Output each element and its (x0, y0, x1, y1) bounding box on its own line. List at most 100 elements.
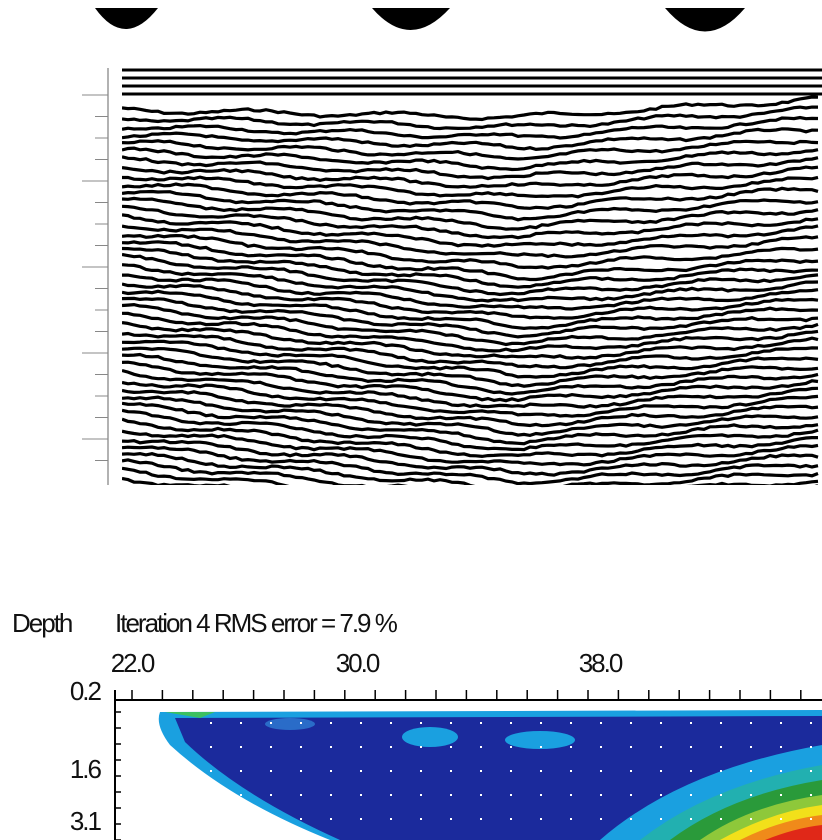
point (450, 770, 452, 772)
reflector (122, 146, 819, 172)
point (780, 770, 782, 772)
header-icons (95, 8, 745, 32)
radargram-traces (122, 68, 822, 533)
point (630, 794, 632, 796)
point (660, 818, 662, 820)
reflector (122, 438, 819, 477)
point (780, 722, 782, 724)
reflector (122, 458, 819, 485)
point (510, 770, 512, 772)
point (210, 770, 212, 772)
point (300, 818, 302, 820)
zone (165, 712, 215, 718)
point (570, 794, 572, 796)
point (360, 794, 362, 796)
point (480, 794, 482, 796)
point (510, 746, 512, 748)
point (450, 746, 452, 748)
point (360, 770, 362, 772)
reflector (122, 352, 819, 396)
point (540, 794, 542, 796)
reflector (122, 273, 819, 311)
point (810, 722, 812, 724)
point (660, 722, 662, 724)
reflector (122, 175, 819, 199)
zone (402, 727, 458, 747)
point (750, 770, 752, 772)
point (300, 746, 302, 748)
point (810, 794, 812, 796)
point (690, 794, 692, 796)
depth-tick-label: 1.6 (70, 754, 102, 784)
radargram (82, 65, 822, 533)
point (720, 794, 722, 796)
point (630, 818, 632, 820)
point (330, 746, 332, 748)
reflector (122, 105, 818, 131)
point (810, 818, 812, 820)
reflector (122, 127, 819, 152)
depth-tick-label: 0.2 (70, 676, 102, 706)
reflector (122, 189, 819, 222)
reflector (122, 339, 819, 379)
point (690, 770, 692, 772)
point (780, 746, 782, 748)
point (630, 770, 632, 772)
point (360, 722, 362, 724)
point (480, 722, 482, 724)
point (600, 722, 602, 724)
point (690, 722, 692, 724)
reflector (122, 196, 819, 231)
point (270, 746, 272, 748)
reflector (122, 182, 819, 210)
point (660, 770, 662, 772)
reflector (122, 155, 819, 181)
point (420, 746, 422, 748)
point (600, 818, 602, 820)
zone (505, 731, 575, 749)
icon (372, 8, 450, 30)
icon (95, 8, 158, 29)
point (300, 794, 302, 796)
reflector (122, 263, 819, 303)
point (210, 818, 212, 820)
reflector (122, 282, 819, 320)
point (420, 794, 422, 796)
reflector (122, 360, 819, 403)
point (570, 722, 572, 724)
reflector (122, 95, 819, 122)
point (480, 770, 482, 772)
reflector (122, 321, 819, 360)
point (210, 794, 212, 796)
reflector (122, 233, 819, 270)
reflector (122, 240, 819, 282)
point (270, 794, 272, 796)
point (750, 794, 752, 796)
reflector (122, 331, 819, 370)
point (570, 746, 572, 748)
point (450, 818, 452, 820)
point (720, 818, 722, 820)
reflector (122, 429, 819, 467)
reflector (122, 497, 818, 533)
x-label: 22.0 (111, 648, 155, 678)
point (690, 746, 692, 748)
section-title: Iteration 4 RMS error = 7.9 % (115, 608, 398, 638)
reflector (122, 302, 819, 347)
reflector (122, 252, 819, 297)
point (690, 818, 692, 820)
point (780, 818, 782, 820)
reflector (122, 204, 819, 240)
point (720, 746, 722, 748)
point (780, 794, 782, 796)
point (600, 770, 602, 772)
point (330, 818, 332, 820)
point (270, 818, 272, 820)
point (810, 746, 812, 748)
reflector (122, 311, 819, 353)
point (510, 794, 512, 796)
point (420, 770, 422, 772)
reflector (122, 139, 819, 161)
point (630, 746, 632, 748)
